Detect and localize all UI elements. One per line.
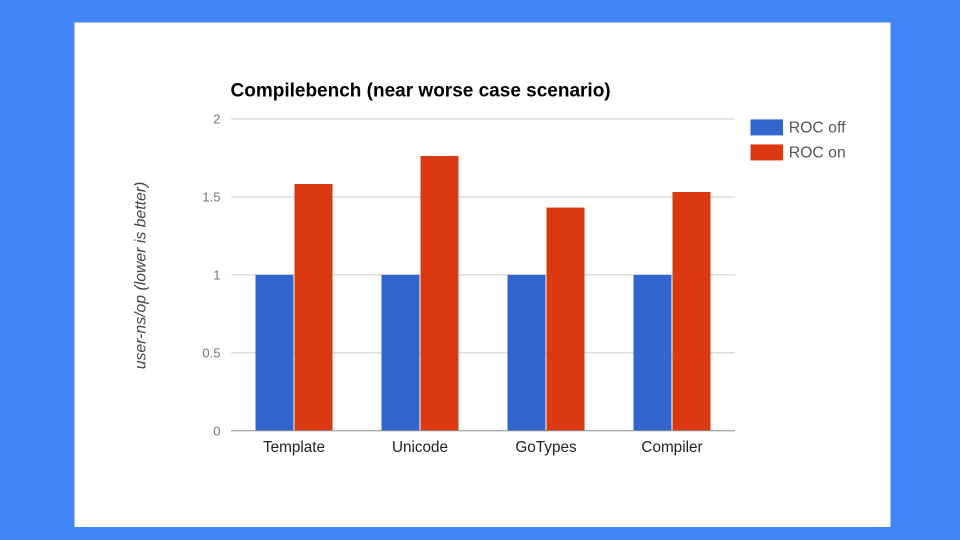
svg-text:GoTypes: GoTypes	[515, 439, 577, 456]
svg-text:1.5: 1.5	[202, 190, 220, 205]
svg-text:Compiler: Compiler	[641, 439, 702, 456]
svg-text:ROC off: ROC off	[789, 120, 846, 137]
svg-text:user-ns/op (lower is better): user-ns/op (lower is better)	[132, 182, 149, 370]
svg-text:Compilebench (near worse case: Compilebench (near worse case scenario)	[231, 81, 611, 102]
svg-text:Unicode: Unicode	[392, 439, 448, 456]
svg-text:0.5: 0.5	[202, 346, 220, 361]
svg-text:ROC on: ROC on	[789, 145, 846, 162]
svg-text:0: 0	[213, 424, 220, 439]
svg-text:2: 2	[213, 112, 220, 127]
svg-text:Template: Template	[263, 439, 325, 456]
svg-text:1: 1	[213, 268, 220, 283]
